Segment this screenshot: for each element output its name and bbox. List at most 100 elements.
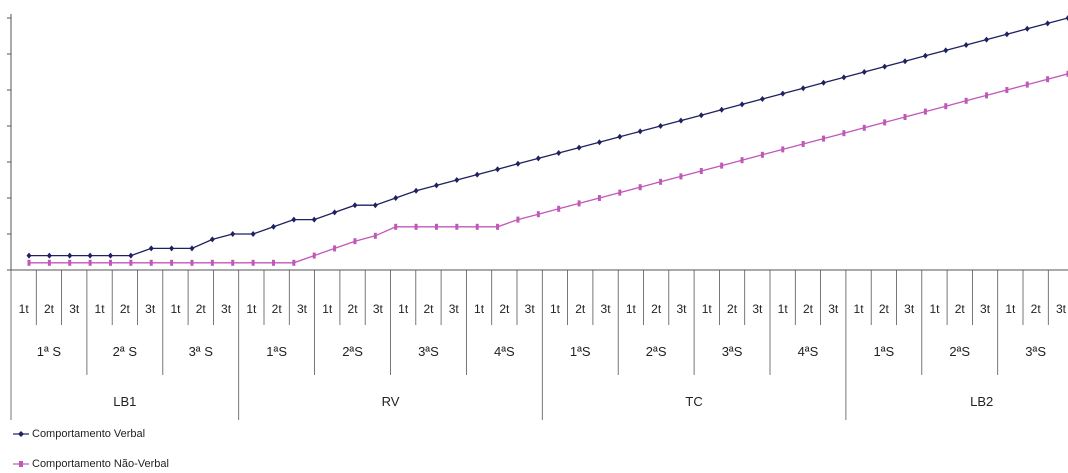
x-tick-label-27: 1t bbox=[702, 302, 713, 316]
x-tick-label-9: 1t bbox=[246, 302, 257, 316]
x-session-label-9: 3ªS bbox=[722, 344, 743, 359]
series-1-point-27 bbox=[577, 200, 581, 207]
x-tick-label-8: 3t bbox=[221, 302, 232, 316]
series-0-point-26 bbox=[556, 150, 562, 156]
series-1-point-17 bbox=[373, 232, 377, 239]
series-1-point-37 bbox=[781, 146, 785, 153]
x-tick-label-32: 3t bbox=[828, 302, 839, 316]
x-tick-label-0: 1t bbox=[19, 302, 30, 316]
x-tick-label-15: 1t bbox=[398, 302, 409, 316]
series-1-point-3 bbox=[88, 259, 92, 266]
series-1-point-8 bbox=[190, 259, 194, 266]
series-1-point-23 bbox=[496, 223, 500, 230]
series-1-point-48 bbox=[1005, 87, 1009, 93]
x-session-label-10: 4ªS bbox=[798, 344, 819, 359]
series-0-point-8 bbox=[189, 245, 195, 252]
series-1-point-28 bbox=[597, 195, 601, 201]
series-0-point-5 bbox=[128, 252, 134, 259]
series-0-point-15 bbox=[332, 209, 338, 216]
x-tick-label-21: 1t bbox=[550, 302, 561, 316]
x-session-label-13: 3ªS bbox=[1025, 344, 1046, 359]
series-1-point-19 bbox=[414, 223, 418, 230]
series-1-point-4 bbox=[108, 259, 112, 266]
x-session-label-12: 2ªS bbox=[949, 344, 970, 359]
series-0-point-29 bbox=[617, 133, 623, 140]
x-tick-label-40: 2t bbox=[1031, 302, 1042, 316]
series-0-point-25 bbox=[535, 155, 541, 162]
series-1-point-51 bbox=[1066, 70, 1068, 77]
series-1-point-45 bbox=[944, 103, 948, 110]
x-phase-label-1: RV bbox=[382, 394, 400, 409]
series-0-point-36 bbox=[759, 96, 765, 102]
series-1-point-33 bbox=[699, 168, 703, 174]
series-1-point-46 bbox=[964, 97, 968, 104]
series-1-point-22 bbox=[475, 223, 479, 230]
series-1-point-50 bbox=[1046, 76, 1050, 83]
x-tick-label-5: 3t bbox=[145, 302, 156, 316]
x-tick-label-7: 2t bbox=[196, 302, 207, 316]
series-1-point-13 bbox=[292, 259, 296, 266]
legend-label-nonverbal: Comportamento Não-Verbal bbox=[32, 458, 169, 470]
series-0-point-50 bbox=[1045, 20, 1051, 27]
x-tick-label-19: 2t bbox=[499, 302, 510, 316]
x-session-label-5: 3ªS bbox=[418, 344, 439, 359]
series-1-point-30 bbox=[638, 184, 642, 191]
legend-item-verbal: Comportamento Verbal bbox=[12, 428, 145, 440]
x-tick-label-31: 2t bbox=[803, 302, 814, 316]
series-1-point-2 bbox=[68, 259, 72, 266]
series-0-point-42 bbox=[882, 63, 888, 70]
x-tick-label-20: 3t bbox=[525, 302, 536, 316]
series-0-point-47 bbox=[984, 36, 990, 43]
legend-nonverbal-marker-icon bbox=[13, 461, 29, 467]
x-tick-label-13: 2t bbox=[348, 302, 359, 316]
series-1-point-25 bbox=[536, 211, 540, 218]
series-0-point-48 bbox=[1004, 31, 1010, 38]
x-tick-label-33: 1t bbox=[854, 302, 865, 316]
series-1-point-20 bbox=[434, 223, 438, 230]
series-0-point-41 bbox=[861, 69, 867, 75]
series-1-point-44 bbox=[923, 108, 927, 115]
series-1-point-41 bbox=[862, 124, 866, 131]
x-session-label-6: 4ªS bbox=[494, 344, 515, 359]
x-tick-label-35: 3t bbox=[904, 302, 915, 316]
series-1-point-43 bbox=[903, 114, 907, 120]
series-0-point-13 bbox=[291, 216, 297, 223]
x-tick-label-11: 3t bbox=[297, 302, 308, 316]
x-tick-label-14: 3t bbox=[373, 302, 384, 316]
series-0-point-32 bbox=[678, 117, 684, 124]
series-1-point-40 bbox=[842, 130, 846, 137]
x-session-label-2: 3ª S bbox=[189, 344, 214, 359]
x-tick-label-4: 2t bbox=[120, 302, 131, 316]
series-1-point-10 bbox=[231, 259, 235, 266]
x-session-label-4: 2ªS bbox=[342, 344, 363, 359]
x-tick-label-25: 2t bbox=[651, 302, 662, 316]
series-0-point-7 bbox=[169, 245, 175, 252]
x-session-label-1: 2ª S bbox=[113, 344, 138, 359]
x-tick-label-34: 2t bbox=[879, 302, 890, 316]
series-1-point-29 bbox=[618, 189, 622, 196]
x-tick-label-10: 2t bbox=[272, 302, 283, 316]
series-1-point-49 bbox=[1025, 81, 1029, 88]
series-0-point-0 bbox=[26, 252, 32, 259]
series-0-point-40 bbox=[841, 74, 847, 81]
series-0-point-19 bbox=[413, 187, 419, 194]
series-0-point-28 bbox=[596, 139, 602, 146]
series-1-point-5 bbox=[129, 259, 133, 266]
series-0-point-33 bbox=[698, 112, 704, 119]
series-1-point-0 bbox=[27, 259, 31, 266]
x-phase-label-0: LB1 bbox=[113, 394, 136, 409]
x-tick-label-39: 1t bbox=[1005, 302, 1016, 316]
x-tick-label-2: 3t bbox=[69, 302, 80, 316]
x-session-label-7: 1ªS bbox=[570, 344, 591, 359]
series-1-point-18 bbox=[394, 223, 398, 230]
series-line-1 bbox=[29, 73, 1068, 264]
series-0-point-14 bbox=[311, 216, 317, 223]
x-tick-label-23: 3t bbox=[601, 302, 612, 316]
series-0-point-34 bbox=[719, 106, 725, 113]
legend-verbal-marker-icon bbox=[13, 431, 29, 437]
x-tick-label-30: 1t bbox=[778, 302, 789, 316]
series-0-point-3 bbox=[87, 252, 93, 259]
series-1-point-39 bbox=[822, 135, 826, 142]
x-tick-label-29: 3t bbox=[752, 302, 763, 316]
